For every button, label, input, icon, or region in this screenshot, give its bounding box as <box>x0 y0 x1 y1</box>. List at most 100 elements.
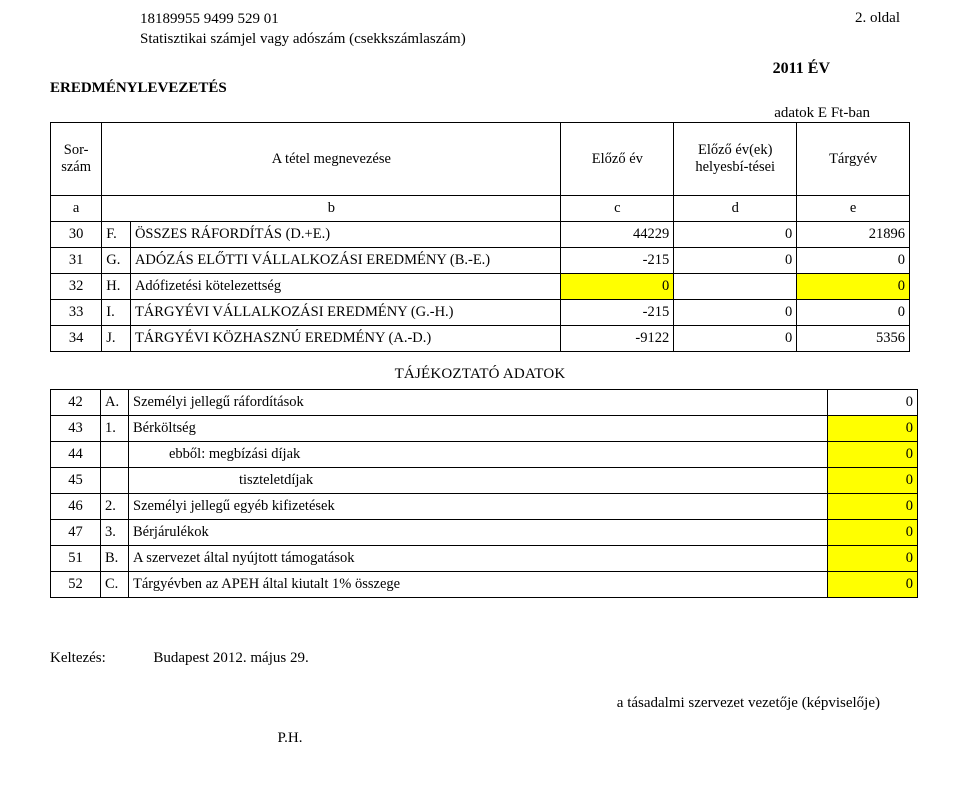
col-helyesb: Előző év(ek) helyesbí-tései <box>674 123 797 196</box>
cell: Tárgyévben az APEH által kiutalt 1% össz… <box>129 572 828 598</box>
footer: Keltezés: Budapest 2012. május 29. a tás… <box>50 650 910 747</box>
tables-container: Sor- szám A tétel megnevezése Előző év E… <box>50 122 910 598</box>
table-row: 44 ebből: megbízási díjak0 <box>51 442 918 468</box>
cell: 5356 <box>797 326 910 352</box>
cell: 52 <box>51 572 101 598</box>
page-number: 2. oldal <box>855 10 900 27</box>
cell: 0 <box>828 468 918 494</box>
col-elozo: Előző év <box>561 123 674 196</box>
cell: TÁRGYÉVI VÁLLALKOZÁSI EREDMÉNY (G.-H.) <box>130 300 561 326</box>
abc-c: c <box>561 196 674 222</box>
keltezes-line: Keltezés: Budapest 2012. május 29. <box>50 650 910 667</box>
cell: 21896 <box>797 222 910 248</box>
cell: 46 <box>51 494 101 520</box>
cell: 1. <box>101 416 129 442</box>
col-sor: Sor- szám <box>51 123 102 196</box>
ph-label: P.H. <box>190 730 390 747</box>
keltezes-value: Budapest 2012. május 29. <box>153 650 308 666</box>
abc-a: a <box>51 196 102 222</box>
cell: 0 <box>828 442 918 468</box>
table-row: 34J.TÁRGYÉVI KÖZHASZNÚ EREDMÉNY (A.-D.)-… <box>51 326 910 352</box>
cell: H. <box>102 274 131 300</box>
cell: 0 <box>797 248 910 274</box>
cell: 0 <box>828 520 918 546</box>
cell: 0 <box>828 390 918 416</box>
cell: ADÓZÁS ELŐTTI VÁLLALKOZÁSI EREDMÉNY (B.-… <box>130 248 561 274</box>
table-row: 33I.TÁRGYÉVI VÁLLALKOZÁSI EREDMÉNY (G.-H… <box>51 300 910 326</box>
unit-label: adatok E Ft-ban <box>774 105 870 122</box>
cell: J. <box>102 326 131 352</box>
section-title: EREDMÉNYLEVEZETÉS <box>50 80 227 97</box>
cell: 0 <box>674 326 797 352</box>
cell: A. <box>101 390 129 416</box>
cell: F. <box>102 222 131 248</box>
cell: 44229 <box>561 222 674 248</box>
result-table: Sor- szám A tétel megnevezése Előző év E… <box>50 122 910 352</box>
cell: Adófizetési kötelezettség <box>130 274 561 300</box>
cell: 42 <box>51 390 101 416</box>
table-row: 473.Bérjárulékok0 <box>51 520 918 546</box>
cell: 0 <box>797 300 910 326</box>
cell: C. <box>101 572 129 598</box>
cell: ebből: megbízási díjak <box>129 442 828 468</box>
header-id-block: 18189955 9499 529 01 Statisztikai számje… <box>140 10 466 49</box>
cell <box>101 442 129 468</box>
cell: 30 <box>51 222 102 248</box>
cell: 0 <box>674 222 797 248</box>
cell: A szervezet által nyújtott támogatások <box>129 546 828 572</box>
cell: 0 <box>674 300 797 326</box>
table-row: 30F.ÖSSZES RÁFORDÍTÁS (D.+E.)44229021896 <box>51 222 910 248</box>
table-row: 42A.Személyi jellegű ráfordítások0 <box>51 390 918 416</box>
table-row: 51B.A szervezet által nyújtott támogatás… <box>51 546 918 572</box>
year-label: 2011 ÉV <box>773 60 830 78</box>
cell: Személyi jellegű ráfordítások <box>129 390 828 416</box>
col-megnev: A tétel megnevezése <box>102 123 561 196</box>
subtitle: TÁJÉKOZTATÓ ADATOK <box>50 366 910 383</box>
table-row: 31G.ADÓZÁS ELŐTTI VÁLLALKOZÁSI EREDMÉNY … <box>51 248 910 274</box>
cell: -9122 <box>561 326 674 352</box>
header-id-subline: Statisztikai számjel vagy adószám (csekk… <box>140 30 466 50</box>
signature-label: a tásadalmi szervezet vezetője (képvisel… <box>50 695 910 712</box>
abc-d: d <box>674 196 797 222</box>
cell: TÁRGYÉVI KÖZHASZNÚ EREDMÉNY (A.-D.) <box>130 326 561 352</box>
cell: G. <box>102 248 131 274</box>
cell: tiszteletdíjak <box>129 468 828 494</box>
cell: Bérköltség <box>129 416 828 442</box>
cell: 32 <box>51 274 102 300</box>
cell: 33 <box>51 300 102 326</box>
cell: B. <box>101 546 129 572</box>
cell: 0 <box>828 572 918 598</box>
cell: -215 <box>561 248 674 274</box>
table-row: 431.Bérköltség0 <box>51 416 918 442</box>
table-row: 32H.Adófizetési kötelezettség00 <box>51 274 910 300</box>
info-table: 42A.Személyi jellegű ráfordítások0431.Bé… <box>50 389 918 598</box>
cell: 51 <box>51 546 101 572</box>
cell: -215 <box>561 300 674 326</box>
cell: Bérjárulékok <box>129 520 828 546</box>
cell: 34 <box>51 326 102 352</box>
cell: 0 <box>828 494 918 520</box>
cell: 0 <box>828 546 918 572</box>
cell: I. <box>102 300 131 326</box>
cell: 43 <box>51 416 101 442</box>
table-abc-row: a b c d e <box>51 196 910 222</box>
table-header-row: Sor- szám A tétel megnevezése Előző év E… <box>51 123 910 196</box>
keltezes-label: Keltezés: <box>50 650 106 666</box>
cell: 47 <box>51 520 101 546</box>
cell: 0 <box>674 248 797 274</box>
cell: Személyi jellegű egyéb kifizetések <box>129 494 828 520</box>
cell: 31 <box>51 248 102 274</box>
col-targyev: Tárgyév <box>797 123 910 196</box>
cell: 0 <box>561 274 674 300</box>
cell: 44 <box>51 442 101 468</box>
cell: ÖSSZES RÁFORDÍTÁS (D.+E.) <box>130 222 561 248</box>
header-id-line: 18189955 9499 529 01 <box>140 10 466 30</box>
cell: 0 <box>797 274 910 300</box>
cell: 2. <box>101 494 129 520</box>
cell <box>674 274 797 300</box>
cell: 0 <box>828 416 918 442</box>
abc-e: e <box>797 196 910 222</box>
table-row: 462.Személyi jellegű egyéb kifizetések0 <box>51 494 918 520</box>
cell: 3. <box>101 520 129 546</box>
table-row: 52C.Tárgyévben az APEH által kiutalt 1% … <box>51 572 918 598</box>
